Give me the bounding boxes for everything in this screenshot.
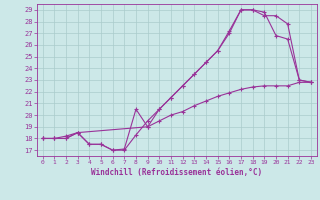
X-axis label: Windchill (Refroidissement éolien,°C): Windchill (Refroidissement éolien,°C) [91, 168, 262, 177]
